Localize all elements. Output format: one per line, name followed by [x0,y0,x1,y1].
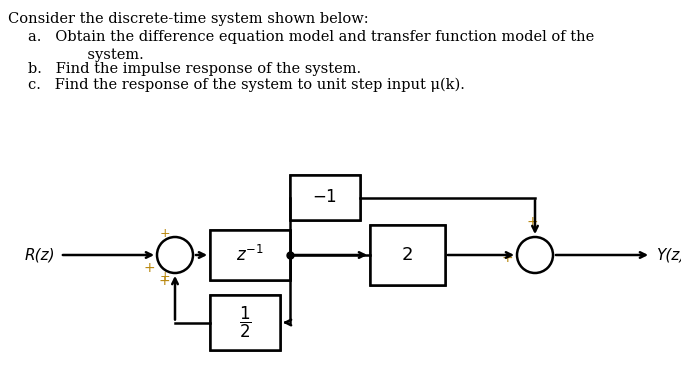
Text: Consider the discrete-time system shown below:: Consider the discrete-time system shown … [8,12,368,26]
Bar [210,230,290,280]
Bar [370,225,445,285]
Text: +: + [144,261,155,275]
Text: +: + [160,227,171,240]
Text: b.   Find the impulse response of the system.: b. Find the impulse response of the syst… [28,62,361,76]
Text: Y(z): Y(z) [656,247,681,263]
Bar [370,225,445,285]
Text: a.   Obtain the difference equation model and transfer function model of the: a. Obtain the difference equation model … [28,30,595,44]
Text: +: + [158,274,170,288]
Bar [210,230,290,280]
Text: 2: 2 [402,246,413,264]
Text: $-1$: $-1$ [313,188,338,207]
Text: +: + [501,251,513,265]
Bar [290,175,360,220]
Text: c.   Find the response of the system to unit step input μ(k).: c. Find the response of the system to un… [28,78,465,92]
Bar [290,175,360,220]
Text: +: + [160,270,171,283]
Circle shape [517,237,553,273]
Text: $\dfrac{1}{2}$: $\dfrac{1}{2}$ [239,305,251,340]
Text: +: + [526,215,538,229]
Text: system.: system. [55,48,144,62]
Text: $z^{-1}$: $z^{-1}$ [236,245,264,265]
Bar [210,295,280,350]
Bar [210,295,280,350]
Text: R(z): R(z) [25,247,55,263]
Circle shape [157,237,193,273]
